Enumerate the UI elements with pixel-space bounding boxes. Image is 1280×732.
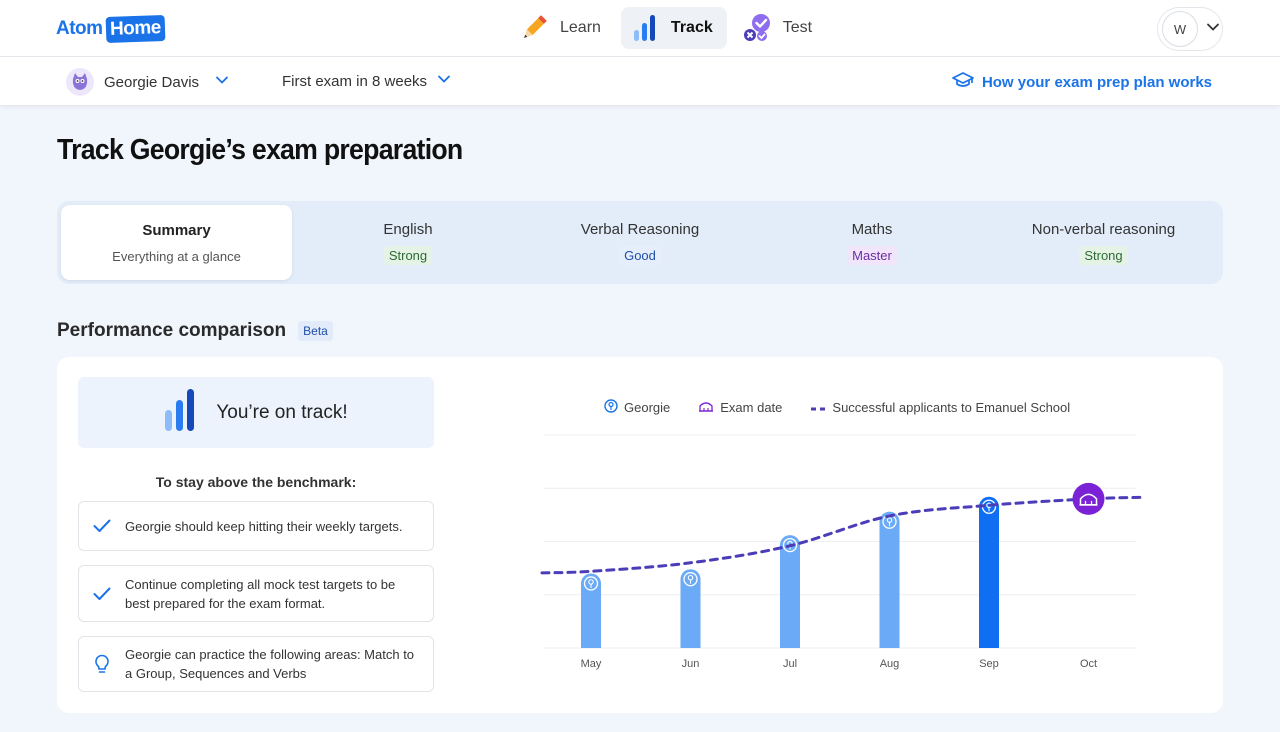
student-marker-icon bbox=[604, 399, 618, 416]
bar-chart-icon bbox=[629, 12, 661, 44]
tab-maths-title: Maths bbox=[851, 220, 893, 238]
chart-bar bbox=[780, 535, 800, 648]
tab-non-verbal-title: Non-verbal reasoning bbox=[1031, 220, 1176, 238]
bar-chart-icon bbox=[164, 388, 196, 438]
student-marker-head bbox=[588, 579, 594, 585]
check-icon bbox=[79, 587, 125, 601]
performance-chart: May Jun Jul Aug Sep Oct bbox=[540, 434, 1142, 670]
x-tick-label: Sep bbox=[979, 658, 999, 670]
performance-title: Performance comparison bbox=[57, 320, 287, 341]
logo-text-home: Home bbox=[105, 14, 165, 44]
tab-summary-title: Summary bbox=[142, 221, 211, 239]
status-badge: Master bbox=[847, 245, 897, 265]
tab-summary-subtitle: Everything at a glance bbox=[112, 248, 241, 264]
nav-track-label: Track bbox=[670, 19, 713, 36]
legend-benchmark: Successful applicants to Emanuel School bbox=[810, 399, 1070, 416]
tab-summary[interactable]: Summary Everything at a glance bbox=[61, 205, 292, 280]
avatar: W bbox=[1162, 11, 1198, 47]
nav-track[interactable]: Track bbox=[620, 7, 727, 49]
legend-benchmark-label: Successful applicants to Emanuel School bbox=[832, 400, 1071, 415]
chart-legend: Georgie Exam date Successful applicants … bbox=[604, 399, 1070, 416]
student-marker-head bbox=[886, 517, 893, 523]
exam-timing-label: First exam in 8 weeks bbox=[282, 72, 428, 90]
chevron-down-icon bbox=[215, 73, 229, 91]
benchmark-title: To stay above the benchmark: bbox=[155, 474, 357, 490]
student-avatar-icon bbox=[66, 68, 94, 96]
tip-item: Georgie can practice the following areas… bbox=[78, 636, 434, 692]
x-tick-label: Aug bbox=[880, 658, 900, 670]
graduation-cap-icon bbox=[952, 71, 974, 93]
benchmark-line bbox=[540, 495, 1142, 575]
app-logo[interactable]: Atom Home bbox=[56, 14, 165, 44]
student-marker-icon bbox=[683, 572, 698, 587]
tab-non-verbal-reasoning[interactable]: Non-verbal reasoning Strong bbox=[988, 205, 1219, 280]
tab-english-title: English bbox=[383, 220, 433, 238]
test-check-icon bbox=[741, 12, 773, 44]
tip-text: Continue completing all mock test target… bbox=[125, 576, 396, 611]
logo-text-atom: Atom bbox=[56, 18, 103, 39]
exam-date-marker bbox=[1072, 482, 1105, 515]
subject-tabs: Summary Everything at a glance English S… bbox=[57, 201, 1223, 284]
pencil-icon bbox=[518, 12, 550, 44]
school-icon bbox=[1079, 493, 1098, 506]
tab-english[interactable]: English Strong bbox=[292, 205, 524, 280]
account-menu[interactable]: W bbox=[1157, 7, 1223, 51]
lightbulb-icon bbox=[79, 654, 125, 674]
student-marker-head bbox=[687, 574, 694, 581]
student-marker-icon bbox=[782, 537, 798, 553]
nav-test[interactable]: Test bbox=[733, 7, 826, 49]
main-nav: Learn Track bbox=[510, 7, 826, 49]
student-selector[interactable]: Georgie Davis bbox=[66, 68, 229, 96]
nav-learn-label: Learn bbox=[560, 19, 601, 36]
page-title: Track Georgie’s exam preparation bbox=[57, 134, 463, 166]
performance-card: You’re on track! To stay above the bench… bbox=[57, 357, 1223, 713]
nav-test-label: Test bbox=[782, 19, 813, 36]
chart-bar bbox=[680, 569, 701, 648]
chart-bar bbox=[979, 496, 999, 648]
tip-item: Continue completing all mock test target… bbox=[78, 565, 434, 622]
chart-bar bbox=[879, 511, 900, 648]
tab-verbal-reasoning[interactable]: Verbal Reasoning Good bbox=[524, 205, 756, 280]
school-icon bbox=[698, 400, 714, 415]
student-marker-icon bbox=[583, 576, 599, 591]
nav-learn[interactable]: Learn bbox=[510, 7, 615, 49]
beta-badge: Beta bbox=[298, 321, 333, 341]
tip-text: Georgie should keep hitting their weekly… bbox=[125, 518, 403, 534]
status-badge: Strong bbox=[1079, 245, 1128, 265]
student-name: Georgie Davis bbox=[104, 73, 200, 91]
tab-verbal-title: Verbal Reasoning bbox=[580, 220, 700, 238]
performance-heading: Performance comparison Beta bbox=[57, 320, 333, 342]
exam-timing-selector[interactable]: First exam in 8 weeks bbox=[282, 72, 451, 90]
x-tick-label: May bbox=[581, 658, 602, 670]
on-track-banner: You’re on track! bbox=[78, 377, 434, 448]
x-tick-label: Jun bbox=[682, 658, 700, 670]
status-badge: Strong bbox=[383, 245, 433, 265]
status-badge: Good bbox=[619, 245, 661, 265]
x-tick-label: Oct bbox=[1080, 658, 1097, 670]
tip-text: Georgie can practice the following areas… bbox=[125, 647, 415, 681]
how-plan-works-link[interactable]: How your exam prep plan works bbox=[952, 71, 1212, 93]
dashed-line-icon bbox=[810, 400, 826, 415]
chart-bar bbox=[581, 573, 601, 648]
how-plan-works-label: How your exam prep plan works bbox=[981, 73, 1212, 91]
tip-item: Georgie should keep hitting their weekly… bbox=[78, 501, 434, 551]
legend-exam-label: Exam date bbox=[720, 400, 783, 415]
chevron-down-icon bbox=[1206, 20, 1220, 39]
on-track-text: You’re on track! bbox=[216, 401, 348, 423]
legend-exam: Exam date bbox=[698, 399, 782, 416]
x-tick-label: Jul bbox=[783, 658, 797, 670]
context-bar: Georgie Davis First exam in 8 weeks How … bbox=[0, 57, 1280, 106]
top-nav-bar: Atom Home Learn bbox=[0, 0, 1280, 57]
check-icon bbox=[79, 519, 125, 533]
chevron-down-icon bbox=[437, 72, 451, 90]
tab-maths[interactable]: Maths Master bbox=[756, 205, 988, 280]
legend-student-label: Georgie bbox=[624, 400, 671, 415]
legend-student: Georgie bbox=[604, 399, 670, 416]
